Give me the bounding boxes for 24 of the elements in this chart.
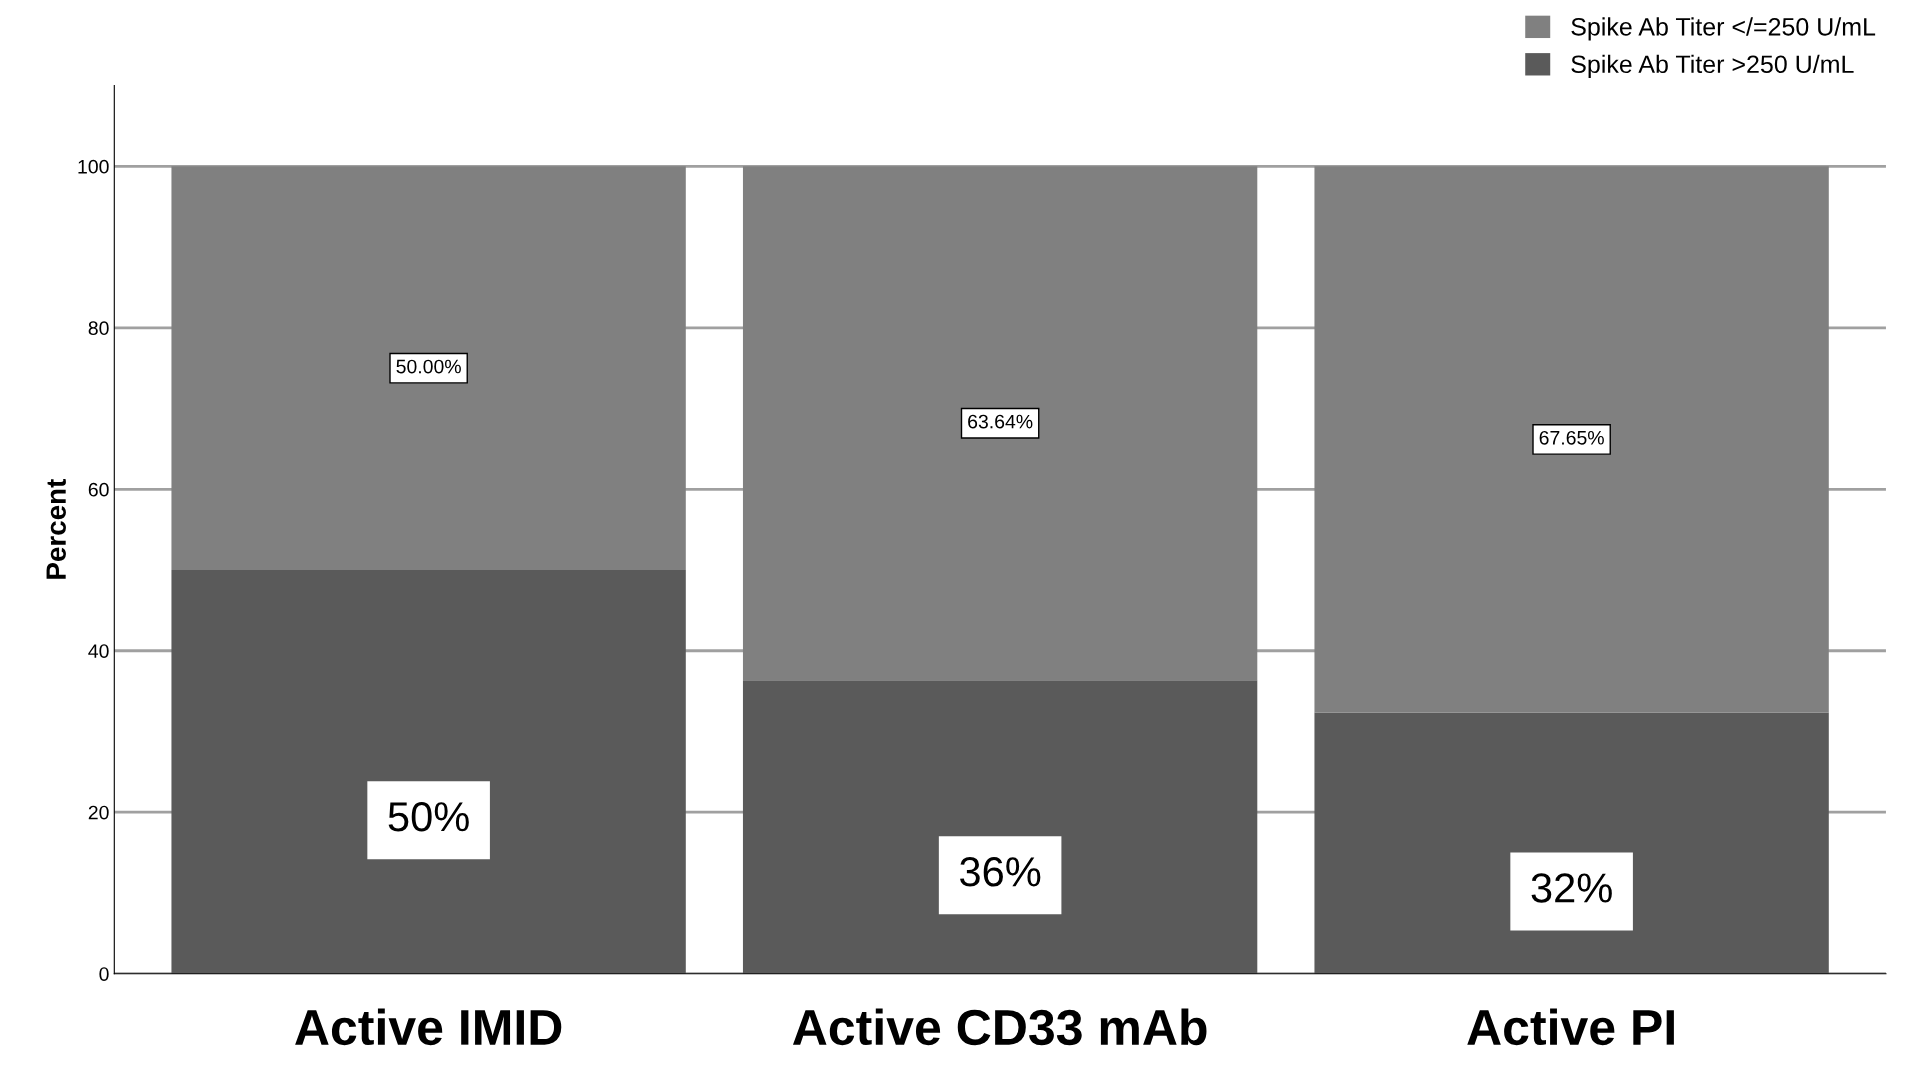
bar [171, 570, 686, 974]
data-label: 32% [1531, 873, 1612, 903]
legend-label: Spike Ab Titer >250 U/mL [1571, 54, 1854, 79]
bar [742, 166, 1258, 681]
data-label: 36% [960, 857, 1041, 887]
y-tick-label: 100 [78, 159, 109, 174]
data-label: 50% [388, 801, 469, 832]
x-tick-label: Active PI [1467, 1008, 1674, 1046]
data-label: 50.00% [396, 359, 461, 374]
y-tick-label: 40 [88, 644, 109, 658]
y-tick-label: 60 [88, 482, 109, 497]
y-axis-title: Percent [46, 479, 66, 579]
bar [742, 680, 1258, 974]
x-tick-label: Active IMID [295, 1008, 562, 1046]
bar [171, 166, 686, 571]
bar [1314, 712, 1829, 974]
y-tick-label: 0 [99, 967, 109, 981]
x-tick-label: Active CD33 mAb [792, 1008, 1207, 1046]
y-tick-label: 80 [88, 321, 109, 336]
y-tick-label: 20 [88, 805, 109, 820]
data-label: 67.65% [1539, 430, 1604, 445]
legend-label: Spike Ab Titer </=250 U/mL [1571, 17, 1876, 41]
bar [1314, 166, 1829, 713]
data-label: 63.64% [968, 414, 1033, 429]
